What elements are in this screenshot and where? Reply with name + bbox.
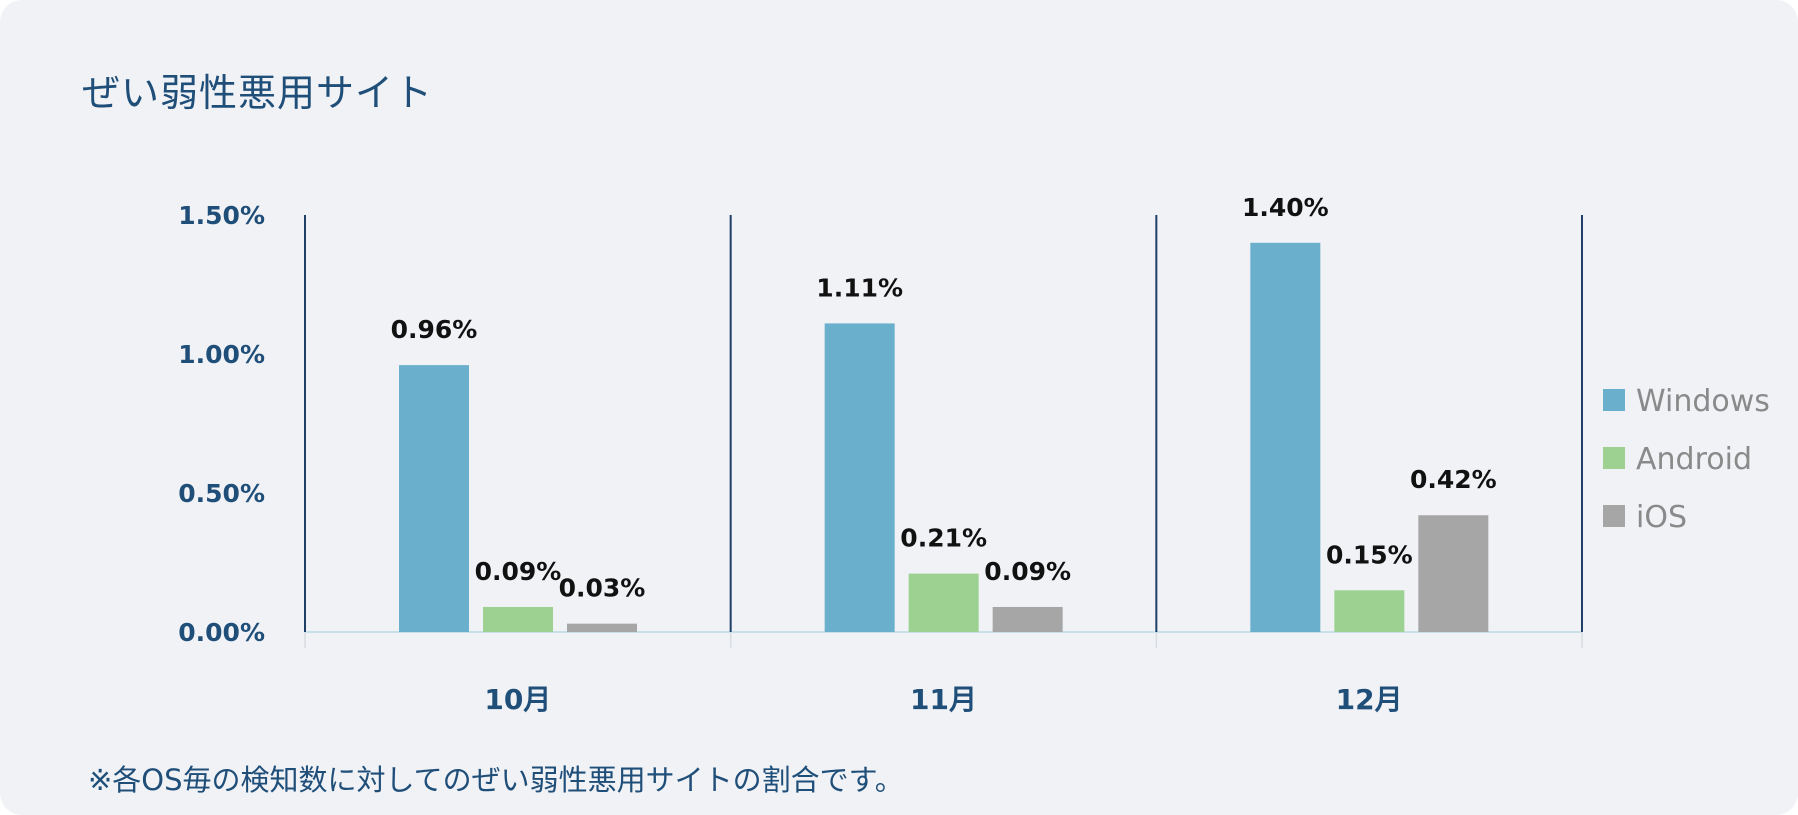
x-tick-label: 11月 [910,683,977,716]
footnote: ※各OS毎の検知数に対してのぜい弱性悪用サイトの割合です。 [88,763,904,797]
data-label-android-3: 0.15% [1326,540,1413,569]
data-label-ios-2: 0.09% [984,557,1071,586]
bar-android-1 [483,606,553,632]
y-tick-label: 0.50% [178,479,265,508]
legend-label-ios: iOS [1636,500,1687,535]
bar-windows-3 [1250,242,1321,633]
legend-swatch-ios [1603,505,1625,527]
bar-android-2 [908,573,979,632]
data-label-ios-1: 0.03% [559,574,646,603]
bar-ios-1 [567,623,637,632]
data-label-windows-1: 0.96% [391,315,478,344]
bar-ios-2 [992,606,1063,632]
data-label-android-2: 0.21% [900,524,987,553]
bar-windows-1 [399,365,469,632]
bar-windows-2 [824,323,895,632]
data-label-windows-3: 1.40% [1242,193,1329,222]
data-label-android-1: 0.09% [475,557,562,586]
legend-label-windows: Windows [1636,384,1770,419]
data-label-windows-2: 1.11% [816,273,903,302]
data-label-ios-3: 0.42% [1410,465,1497,494]
chart-title: ぜい弱性悪用サイト [82,71,434,115]
y-tick-label: 0.00% [178,618,265,647]
legend-label-android: Android [1636,442,1752,477]
bar-android-3 [1334,590,1405,632]
y-tick-label: 1.00% [178,340,265,369]
legend-swatch-android [1603,447,1625,469]
legend-swatch-windows [1603,389,1625,411]
bar-ios-3 [1418,515,1489,632]
y-tick-label: 1.50% [178,201,265,230]
x-tick-label: 10月 [484,683,551,716]
x-tick-label: 12月 [1336,683,1403,716]
